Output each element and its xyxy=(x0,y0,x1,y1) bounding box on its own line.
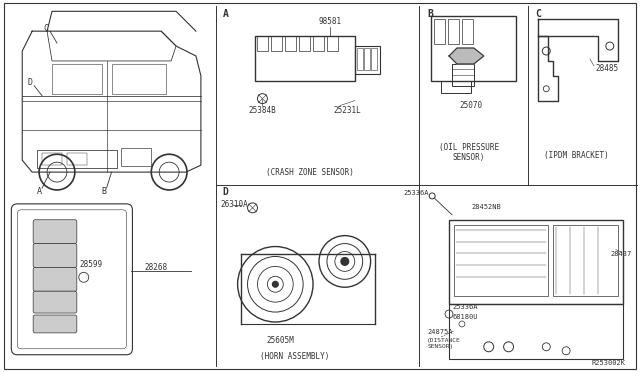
Bar xyxy=(52,64,102,94)
Text: 98581: 98581 xyxy=(318,17,342,26)
Bar xyxy=(452,64,474,86)
Bar xyxy=(111,64,166,94)
Bar xyxy=(431,16,516,81)
Text: (CRASH ZONE SENSOR): (CRASH ZONE SENSOR) xyxy=(266,168,354,177)
Bar xyxy=(449,304,623,359)
Polygon shape xyxy=(449,48,484,64)
Bar xyxy=(285,36,296,51)
Bar xyxy=(67,153,87,165)
Bar xyxy=(122,148,151,166)
Text: 28599: 28599 xyxy=(80,260,103,269)
Text: 25336A: 25336A xyxy=(452,304,477,310)
Bar xyxy=(257,36,268,51)
FancyBboxPatch shape xyxy=(33,244,77,267)
Text: 28452NB: 28452NB xyxy=(472,204,502,210)
Circle shape xyxy=(273,281,278,287)
Bar xyxy=(327,36,338,51)
Text: 28485: 28485 xyxy=(596,64,619,73)
Bar xyxy=(448,19,459,44)
Bar xyxy=(355,46,380,74)
Bar xyxy=(462,19,473,44)
Text: 25231L: 25231L xyxy=(334,106,362,115)
Bar xyxy=(313,36,324,51)
Text: (DISTANCE
SENSOR): (DISTANCE SENSOR) xyxy=(427,339,461,349)
Text: 28437: 28437 xyxy=(611,251,632,257)
Text: B: B xyxy=(427,9,433,19)
Bar xyxy=(449,220,623,304)
Text: R253002K: R253002K xyxy=(592,360,626,366)
Text: 26310A: 26310A xyxy=(221,201,248,209)
Text: 68180U: 68180U xyxy=(452,314,477,320)
Text: (IPDM BRACKET): (IPDM BRACKET) xyxy=(544,151,609,160)
Text: 24875A: 24875A xyxy=(427,329,452,335)
Bar xyxy=(299,36,310,51)
Bar xyxy=(434,19,445,44)
Text: (OIL PRESSURE
SENSOR): (OIL PRESSURE SENSOR) xyxy=(439,142,499,162)
FancyBboxPatch shape xyxy=(33,267,77,291)
Bar xyxy=(42,153,62,165)
Text: D: D xyxy=(28,78,33,87)
Text: 25384B: 25384B xyxy=(248,106,276,115)
Bar xyxy=(255,36,355,81)
FancyBboxPatch shape xyxy=(33,291,77,313)
Text: C: C xyxy=(536,9,541,19)
FancyBboxPatch shape xyxy=(12,204,132,355)
Text: 25605M: 25605M xyxy=(266,336,294,345)
Bar xyxy=(553,225,618,296)
Text: A: A xyxy=(36,187,42,196)
FancyBboxPatch shape xyxy=(33,315,77,333)
Text: (HORN ASSEMBLY): (HORN ASSEMBLY) xyxy=(260,352,330,361)
Text: 25070: 25070 xyxy=(460,101,483,110)
Text: A: A xyxy=(223,9,228,19)
Text: 25336A: 25336A xyxy=(404,190,429,196)
Text: B: B xyxy=(101,187,106,196)
Bar xyxy=(441,81,471,93)
Bar xyxy=(356,48,363,70)
Bar xyxy=(371,48,376,70)
Circle shape xyxy=(341,257,349,265)
Text: C: C xyxy=(44,24,49,33)
Bar xyxy=(271,36,282,51)
Bar xyxy=(37,150,116,168)
FancyBboxPatch shape xyxy=(33,220,77,244)
Text: 28268: 28268 xyxy=(145,263,168,272)
Bar xyxy=(454,225,548,296)
Text: D: D xyxy=(223,187,228,197)
Bar xyxy=(364,48,370,70)
